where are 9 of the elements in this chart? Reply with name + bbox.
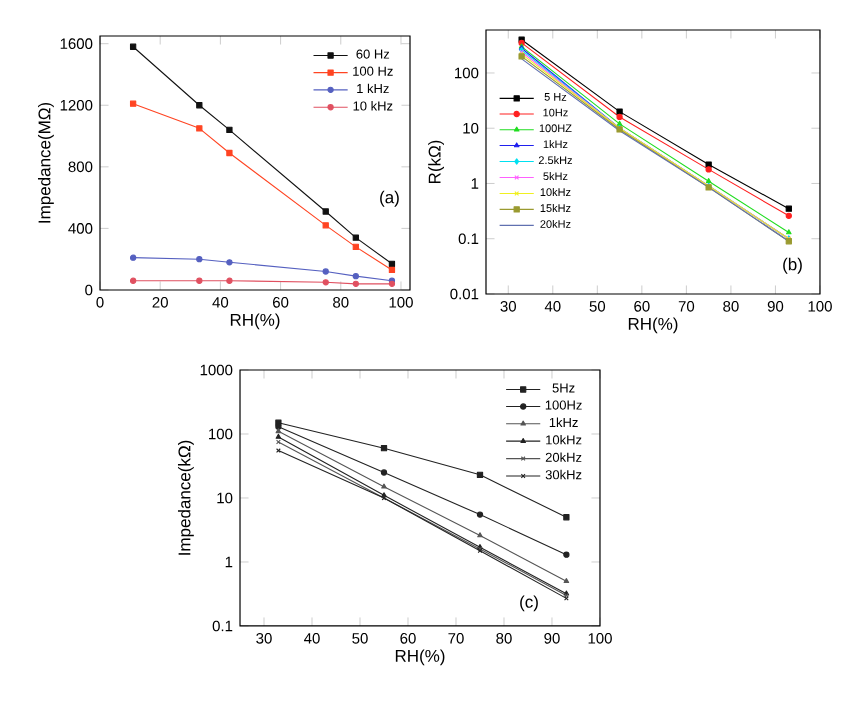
x-axis-title: RH(%) <box>628 317 678 334</box>
annotation: (c) <box>520 595 538 612</box>
annotation: (a) <box>380 190 399 207</box>
y-axis-title: Impedance(kΩ) <box>177 440 194 555</box>
y-axis-title: Impedance(MΩ) <box>37 102 54 223</box>
x-axis-title: RH(%) <box>395 649 445 666</box>
x-axis-title: RH(%) <box>230 313 280 330</box>
annotation: (b) <box>783 257 802 274</box>
y-axis-title: R(kΩ) <box>428 140 444 184</box>
